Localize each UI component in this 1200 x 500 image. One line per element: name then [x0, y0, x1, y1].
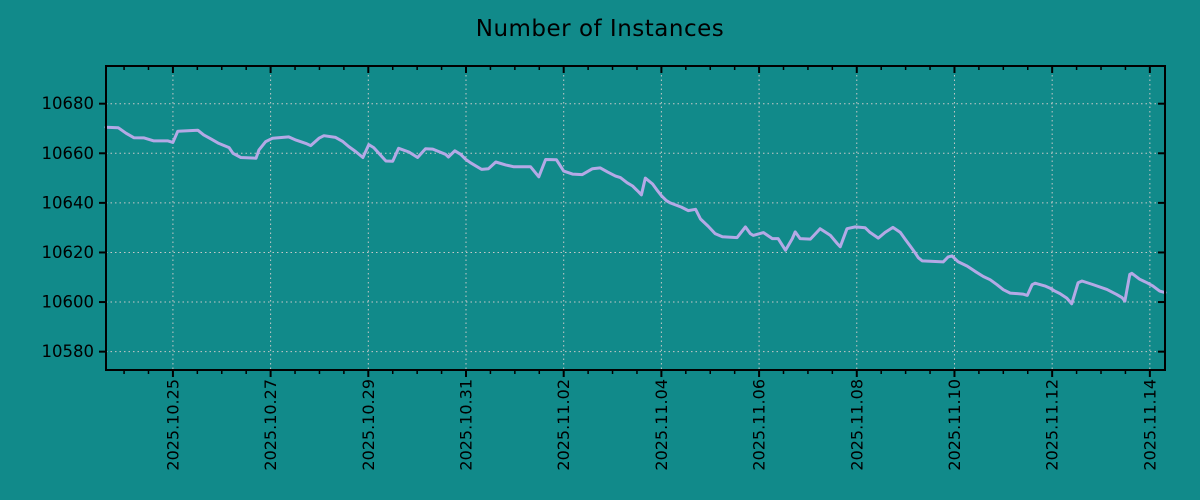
x-tick-label: 2025.11.14	[1140, 379, 1159, 471]
x-tick-label: 2025.10.29	[359, 379, 378, 471]
y-tick-label: 10600	[42, 293, 95, 312]
y-tick-label: 10680	[42, 94, 95, 113]
y-tick-label: 10640	[42, 193, 95, 212]
x-tick-label: 2025.11.02	[554, 379, 573, 471]
x-tick-label: 2025.11.10	[945, 379, 964, 471]
y-tick-label: 10660	[42, 144, 95, 163]
data-line-instances	[104, 125, 1167, 306]
plot-border	[105, 65, 1166, 371]
x-tick-label: 2025.10.25	[163, 379, 182, 471]
x-tick-label: 2025.11.06	[750, 379, 769, 471]
y-tick-label: 10620	[42, 243, 95, 262]
x-tick-label: 2025.10.31	[457, 379, 476, 471]
x-tick-label: 2025.10.27	[261, 379, 280, 471]
chart-title: Number of Instances	[475, 16, 725, 42]
x-tick-label: 2025.11.12	[1043, 379, 1062, 471]
x-tick-label: 2025.11.04	[652, 379, 671, 471]
x-tick-label: 2025.11.08	[847, 379, 866, 471]
y-tick-label: 10580	[42, 342, 95, 361]
